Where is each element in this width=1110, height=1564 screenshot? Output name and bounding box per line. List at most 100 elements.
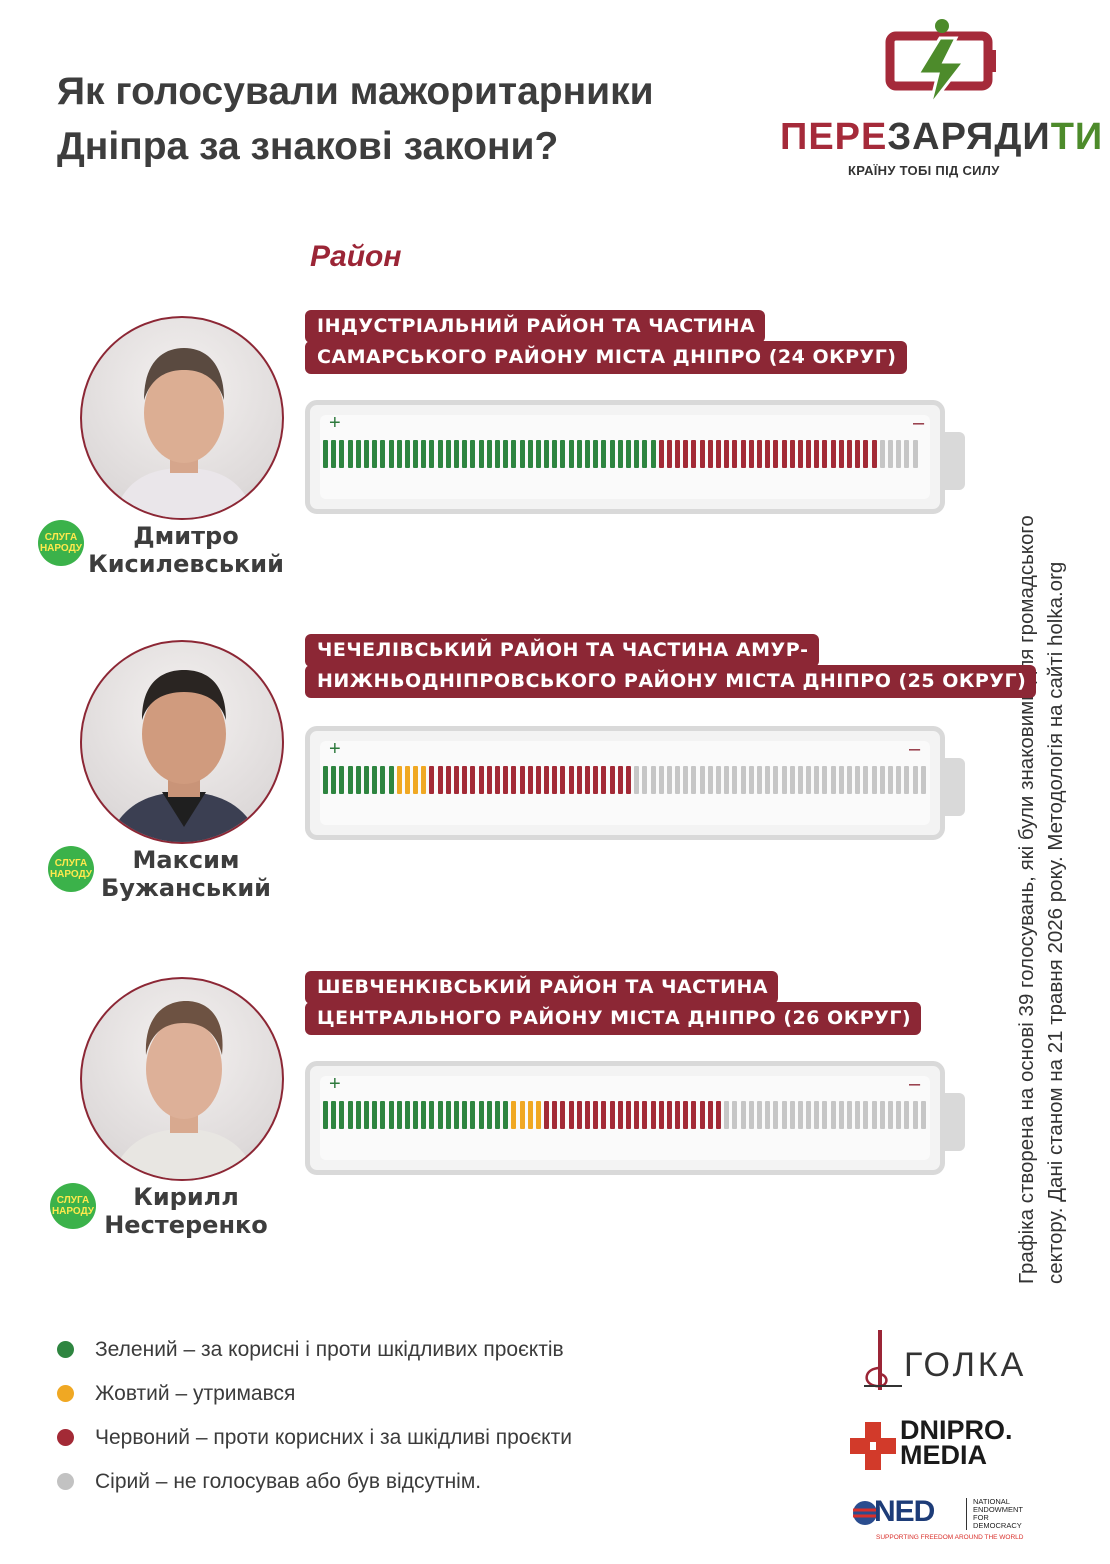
vote-segment-green [355,1101,361,1129]
side-note: Графіка створена на основі 39 голосувань… [1015,515,1067,1284]
vote-segment-red [609,766,615,794]
vote-segment-yellow [396,766,402,794]
vote-segment-red [691,1101,697,1129]
vote-segment-gray [871,1101,877,1129]
vote-segment-green [503,440,509,468]
vote-segment-gray [814,1101,820,1129]
vote-segment-gray [748,1101,754,1129]
vote-segment-green [486,440,492,468]
vote-segment-red [535,766,541,794]
vote-segment-red [797,440,803,468]
vote-segment-red [773,440,779,468]
dnipro-media-logo: DNIPRO. MEDIA [850,1417,1040,1474]
vote-segment-green [331,1101,337,1129]
vote-segment-gray [904,766,910,794]
vote-segment-green [404,440,410,468]
vote-segment-green [388,766,394,794]
vote-segment-red [568,1101,574,1129]
vote-segment-red [707,440,713,468]
vote-segment-green [494,1101,500,1129]
vote-segment-red [756,440,762,468]
vote-segment-gray [797,766,803,794]
logo-wordmark: ПЕРЕЗАРЯДИТИ [780,116,1104,158]
vote-segment-gray [650,766,656,794]
vote-segment-gray [912,1101,918,1129]
vote-segment-gray [789,1101,795,1129]
vote-segment-red [634,1101,640,1129]
vote-segment-red [806,440,812,468]
deputy-photo [80,640,284,844]
vote-segment-gray [773,1101,779,1129]
vote-segment-green [380,440,386,468]
vote-segment-red [445,766,451,794]
vote-segment-gray [691,766,697,794]
vote-battery: + – [305,1061,965,1179]
minus-icon: – [909,1073,921,1095]
vote-segment-gray [699,766,705,794]
vote-segment-red [716,1101,721,1129]
vote-segment-gray [781,766,787,794]
vote-segment-red [527,766,533,794]
vote-segment-red [666,1101,672,1129]
vote-segment-red [617,1101,623,1129]
vote-segment-green [363,1101,369,1129]
vote-segment-red [609,1101,615,1129]
vote-segment-green [363,440,369,468]
vote-segment-green [396,1101,402,1129]
vote-segment-green [470,1101,476,1129]
district-label: ІНДУСТРІАЛЬНИЙ РАЙОН ТА ЧАСТИНА САМАРСЬК… [305,310,1000,374]
vote-segment-green [609,440,615,468]
vote-segment-red [585,1101,590,1129]
vote-segment-gray [887,1101,893,1129]
vote-segment-gray [773,766,779,794]
vote-segment-green [323,766,328,794]
perezaryadyty-logo: ПЕРЕЗАРЯДИТИ КРАЇНУ ТОБІ ПІД СИЛУ [780,18,1102,183]
vote-segment-gray [806,1101,812,1129]
vote-segment-red [748,440,754,468]
vote-segment-red [691,440,697,468]
vote-segment-green [511,440,517,468]
vote-segment-green [617,440,623,468]
vote-segment-green [527,440,533,468]
vote-segment-green [421,440,427,468]
vote-bars [323,440,921,468]
legend-dot [57,1429,74,1446]
vote-segment-red [486,766,492,794]
vote-battery: + – [305,400,965,518]
vote-segment-red [429,766,435,794]
vote-segment-red [617,766,623,794]
vote-segment-gray [666,766,672,794]
vote-segment-red [675,1101,681,1129]
vote-segment-red [838,440,844,468]
vote-segment-gray [716,766,721,794]
vote-segment-gray [822,1101,828,1129]
vote-segment-red [560,766,566,794]
vote-segment-gray [887,766,893,794]
vote-segment-gray [855,766,861,794]
vote-segment-yellow [404,766,410,794]
vote-segment-red [585,766,590,794]
vote-segment-red [511,766,517,794]
vote-segment-green [347,1101,353,1129]
vote-segment-green [355,440,361,468]
vote-segment-gray [887,440,893,468]
vote-segment-red [699,1101,705,1129]
vote-segment-gray [855,1101,861,1129]
vote-segment-green [568,440,574,468]
vote-segment-red [855,440,861,468]
vote-segment-red [625,766,631,794]
plus-icon: + [329,412,341,434]
vote-bars [323,766,929,794]
vote-segment-green [388,440,394,468]
vote-segment-green [585,440,590,468]
deputy-photo [80,316,284,520]
vote-segment-red [683,440,689,468]
vote-segment-yellow [535,1101,541,1129]
vote-segment-red [552,766,558,794]
vote-segment-green [372,440,378,468]
vote-segment-green [372,1101,378,1129]
vote-segment-gray [756,1101,762,1129]
page-title: Як голосували мажоритарники Дніпра за зн… [57,70,654,168]
vote-segment-gray [879,766,885,794]
vote-segment-gray [896,1101,902,1129]
